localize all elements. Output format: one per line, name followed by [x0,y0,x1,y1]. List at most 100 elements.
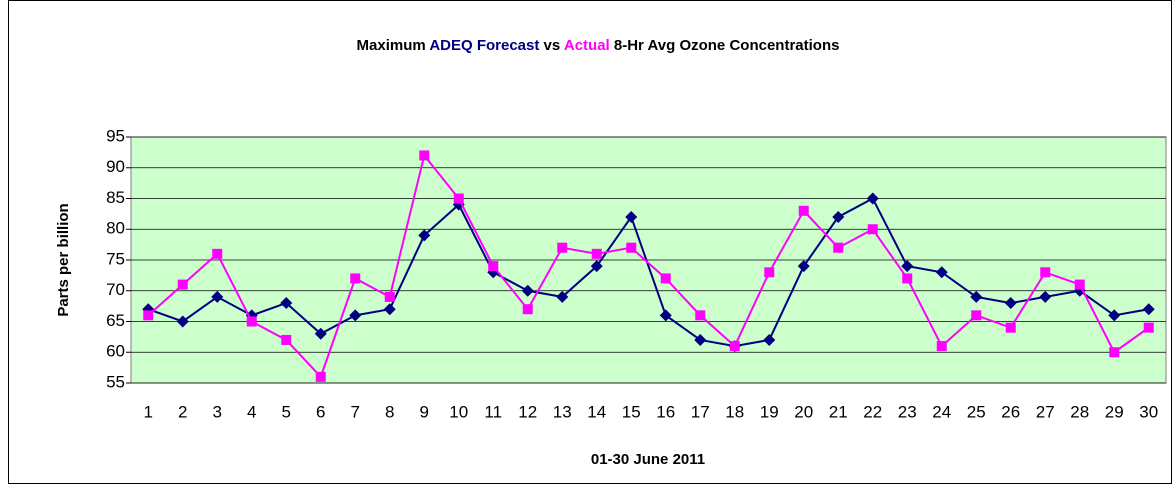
marker-diamond [694,333,707,346]
marker-diamond [797,260,810,273]
marker-square [281,334,292,345]
marker-diamond [349,309,362,322]
y-tick-label: 80 [106,219,125,238]
x-tick-label: 27 [1036,402,1055,421]
x-tick-label: 18 [725,402,744,421]
marker-square [971,310,982,321]
x-tick-label: 23 [898,402,917,421]
x-tick-label: 29 [1105,402,1124,421]
marker-square [660,273,671,284]
marker-square [350,273,361,284]
marker-diamond [866,192,879,205]
marker-square [557,242,568,253]
x-tick-label: 28 [1070,402,1089,421]
marker-square [591,248,602,259]
x-tick-label: 19 [760,402,779,421]
marker-diamond [418,229,431,242]
x-tick-label: 7 [351,402,360,421]
marker-diamond [590,260,603,273]
marker-square [419,150,430,161]
y-tick-label: 95 [106,126,125,145]
marker-square [798,205,809,216]
x-tick-label: 25 [967,402,986,421]
y-tick-label: 90 [106,157,125,176]
marker-diamond [1039,290,1052,303]
marker-diamond [280,297,293,310]
title-series: ADEQ Forecast [429,37,539,54]
x-tick-label: 13 [553,402,572,421]
marker-diamond [556,290,569,303]
x-tick-label: 5 [282,402,291,421]
marker-square [833,242,844,253]
marker-diamond [625,210,638,223]
x-tick-label: 22 [863,402,882,421]
marker-square [488,261,499,272]
marker-diamond [211,290,224,303]
title-part: Maximum [357,37,426,54]
marker-diamond [383,303,396,316]
marker-square [626,242,637,253]
title-series: Actual [564,37,610,54]
marker-diamond [763,333,776,346]
marker-diamond [314,327,327,340]
marker-square [143,310,154,321]
title-part: vs [544,37,561,54]
marker-diamond [935,266,948,279]
marker-square [384,291,395,302]
x-tick-label: 26 [1001,402,1020,421]
y-tick-label: 70 [106,280,125,299]
x-tick-label: 3 [213,402,222,421]
title-part: 8-Hr Avg Ozone Concentrations [614,37,840,54]
marker-square [764,267,775,278]
x-tick-label: 10 [449,402,468,421]
marker-square [1005,322,1016,333]
x-tick-label: 20 [794,402,813,421]
x-axis-title: 01-30 June 2011 [591,451,705,468]
series-line [147,153,1150,379]
marker-square [936,341,947,352]
marker-square [729,341,740,352]
y-tick-label: 60 [106,342,125,361]
marker-diamond [1142,303,1155,316]
marker-diamond [521,284,534,297]
marker-square [212,248,223,259]
marker-square [453,193,464,204]
marker-square [177,279,188,290]
x-tick-label: 12 [518,402,537,421]
x-tick-label: 2 [178,402,187,421]
y-tick-label: 85 [106,188,125,207]
marker-square [867,224,878,235]
x-tick-label: 24 [932,402,951,421]
chart-title: Maximum ADEQ Forecast vs Actual 8-Hr Avg… [357,37,840,54]
y-tick-label: 55 [106,372,125,391]
x-tick-label: 6 [316,402,325,421]
x-tick-label: 16 [656,402,675,421]
x-tick-label: 8 [385,402,394,421]
x-tick-label: 4 [247,402,256,421]
x-tick-label: 17 [691,402,710,421]
marker-diamond [832,210,845,223]
marker-square [246,316,257,327]
marker-diamond [176,315,189,328]
marker-square [1143,322,1154,333]
marker-square [522,304,533,315]
marker-diamond [1108,309,1121,322]
marker-square [315,371,326,382]
x-tick-label: 15 [622,402,641,421]
marker-diamond [1004,297,1017,310]
marker-square [1109,347,1120,358]
y-tick-label: 65 [106,311,125,330]
marker-square [902,273,913,284]
marker-square [1074,279,1085,290]
x-tick-label: 11 [484,402,502,421]
marker-diamond [970,290,983,303]
marker-diamond [901,260,914,273]
x-tick-label: 9 [420,402,429,421]
y-axis-title: Parts per billion [55,203,72,316]
x-tick-label: 1 [144,402,153,421]
x-tick-label: 14 [587,402,606,421]
x-tick-label: 30 [1139,402,1158,421]
series-line [147,197,1149,348]
y-tick-label: 75 [106,249,125,268]
